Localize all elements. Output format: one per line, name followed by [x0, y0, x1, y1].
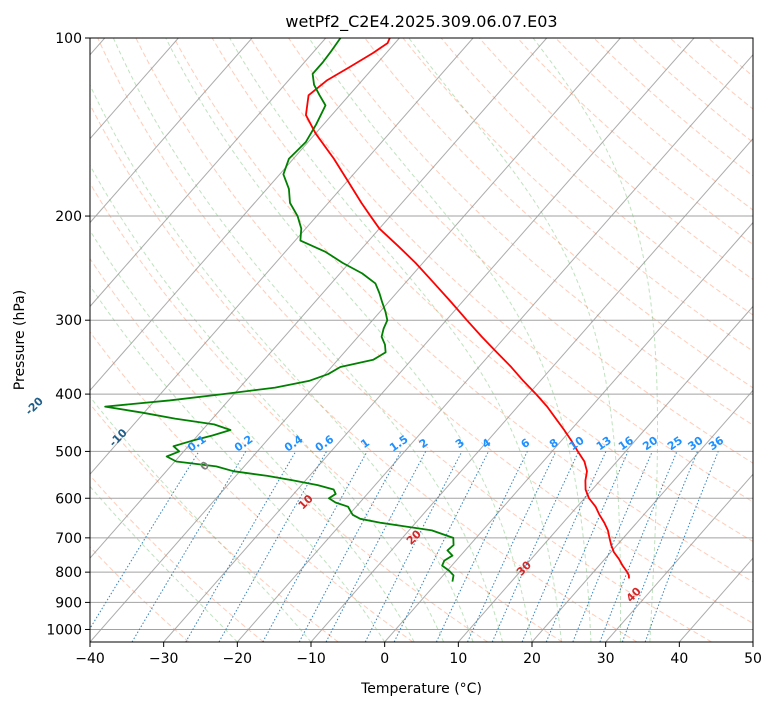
- y-axis-label: Pressure (hPa): [12, 290, 28, 390]
- y-tick-label: 300: [55, 313, 82, 329]
- isotherm: [605, 473, 753, 642]
- dry-adiabat: [90, 403, 339, 642]
- moist-adiabat: [90, 284, 386, 642]
- plot-frame: [89, 37, 754, 643]
- mixing-ratio-line: [218, 451, 327, 642]
- isotherm: [90, 38, 400, 392]
- y-tick-label: 100: [55, 31, 82, 47]
- isotherm: [457, 305, 753, 642]
- moist-adiabat: [90, 485, 238, 642]
- y-tick-label: 800: [55, 565, 82, 581]
- mixing-ratio-line: [325, 451, 427, 642]
- dewpoint-profile-line: [104, 38, 455, 582]
- y-tick-label: 1000: [46, 622, 82, 638]
- moist-adiabat: [408, 38, 622, 642]
- y-tick-label: 600: [55, 491, 82, 507]
- temperature-profile-line: [305, 38, 630, 579]
- mixing-ratio-line: [491, 451, 580, 642]
- mixing-ratio-line: [545, 451, 629, 642]
- mixing-ratio-line: [644, 451, 719, 642]
- y-tick-label: 500: [55, 444, 82, 460]
- dry-adiabat: [97, 38, 712, 642]
- x-tick-label: −40: [75, 651, 105, 667]
- y-tick-label: 700: [55, 531, 82, 547]
- dry-adiabat: [90, 182, 563, 642]
- moist-adiabat: [90, 164, 445, 642]
- moist-adiabat: [90, 84, 474, 642]
- y-tick-label: 900: [55, 595, 82, 611]
- x-tick-label: 30: [597, 651, 615, 667]
- dry-adiabat: [173, 38, 753, 583]
- moist-adiabat: [90, 396, 312, 642]
- moist-adiabat: [308, 38, 592, 642]
- dry-adiabat: [440, 38, 753, 316]
- x-tick-label: 50: [744, 651, 762, 667]
- mixing-ratio-line: [521, 451, 607, 642]
- dry-adiabat: [90, 103, 638, 642]
- mixing-ratio-line: [467, 451, 557, 642]
- mixing-ratio-line: [90, 451, 200, 630]
- isotherm: [90, 38, 548, 559]
- isotherm: [236, 54, 753, 642]
- dry-adiabat: [288, 38, 753, 464]
- dry-adiabat: [90, 474, 264, 642]
- isotherm: [384, 221, 753, 642]
- y-tick-label: 200: [55, 209, 82, 225]
- isotherm: [90, 38, 327, 308]
- mixing-ratio-line: [621, 451, 698, 642]
- isotherm: [90, 38, 253, 224]
- mixing-ratio-line: [298, 451, 402, 642]
- dry-adiabat: [90, 257, 488, 642]
- moist-adiabat: [165, 38, 533, 642]
- x-tick-label: 10: [449, 651, 467, 667]
- mixing-ratio-line: [435, 451, 528, 642]
- isotherm: [90, 38, 474, 475]
- mixing-ratio-line: [572, 451, 653, 642]
- x-tick-label: 40: [670, 651, 688, 667]
- dry-adiabat: [249, 38, 753, 503]
- isotherm: [310, 137, 753, 642]
- mixing-ratio-line: [599, 451, 678, 642]
- chart-title: wetPf2_C2E4.2025.309.06.07.E03: [285, 12, 557, 32]
- x-tick-label: 0: [380, 651, 389, 667]
- moist-adiabat: [229, 38, 562, 642]
- isotherm: [163, 38, 695, 642]
- moist-adiabat: [112, 38, 504, 642]
- mixing-ratio-line: [262, 451, 368, 642]
- isotherm: [531, 389, 753, 642]
- isotherm: [90, 38, 621, 642]
- y-tick-label: 400: [55, 387, 82, 403]
- moist-adiabat: [90, 229, 415, 642]
- moist-adiabat: [532, 38, 659, 642]
- x-tick-label: −10: [296, 651, 326, 667]
- x-tick-label: −30: [149, 651, 179, 667]
- x-axis-label: Temperature (°C): [360, 681, 482, 697]
- dry-adiabat: [326, 38, 753, 426]
- dry-adiabat: [135, 38, 753, 624]
- x-tick-label: −20: [223, 651, 253, 667]
- x-tick-label: 20: [523, 651, 541, 667]
- mixing-ratio-line: [364, 451, 463, 642]
- dry-adiabat: [402, 38, 753, 352]
